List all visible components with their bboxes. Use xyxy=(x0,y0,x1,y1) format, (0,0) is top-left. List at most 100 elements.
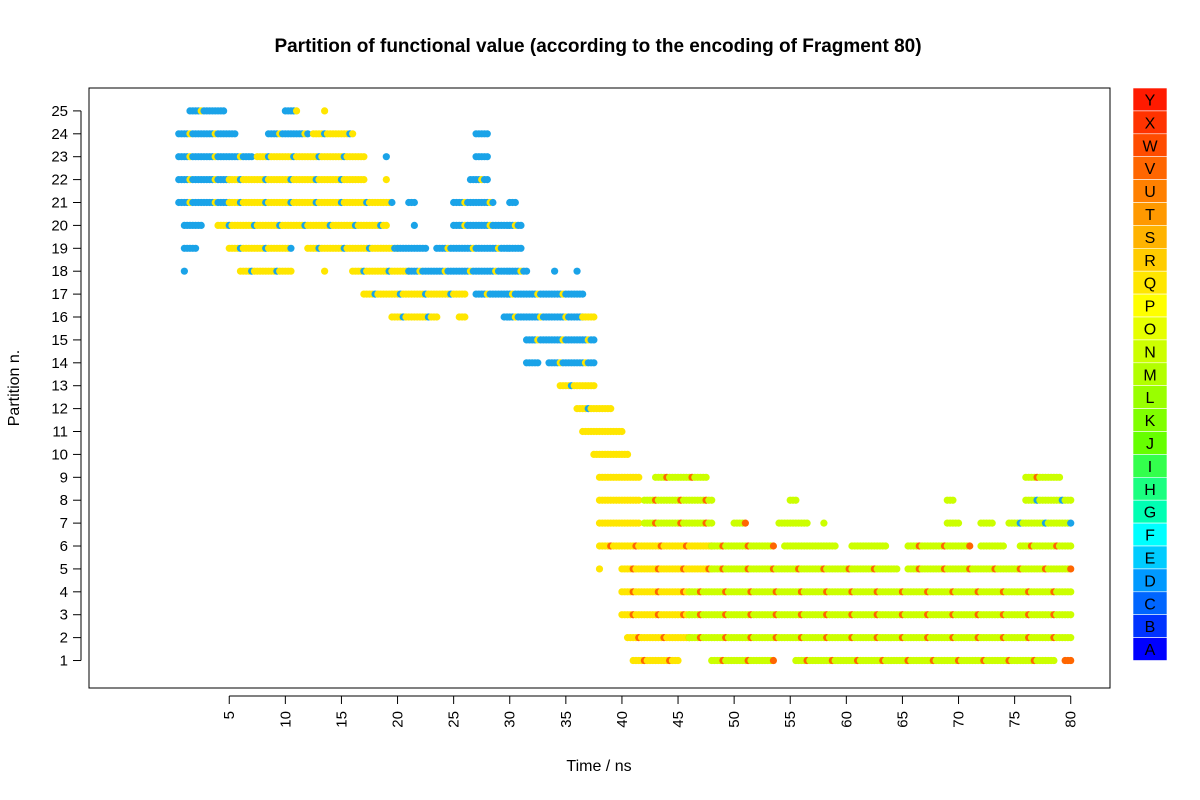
y-tick-label: 3 xyxy=(60,607,68,624)
legend-label: W xyxy=(1142,138,1158,155)
data-point xyxy=(590,336,598,344)
legend-label: N xyxy=(1144,344,1156,361)
data-point xyxy=(573,267,581,275)
data-point xyxy=(191,244,200,252)
y-tick-label: 8 xyxy=(60,492,68,509)
legend-label: D xyxy=(1144,573,1156,590)
y-tick-label: 10 xyxy=(51,446,68,463)
legend-label: B xyxy=(1145,619,1156,636)
data-point xyxy=(517,244,525,252)
x-tick-label: 80 xyxy=(1063,711,1080,728)
data-point xyxy=(741,519,749,527)
y-tick-label: 21 xyxy=(51,195,68,212)
data-point xyxy=(1067,588,1075,596)
data-point xyxy=(248,153,256,161)
data-point xyxy=(382,153,390,161)
data-point xyxy=(635,519,643,527)
data-point xyxy=(461,313,469,321)
x-tick-label: 65 xyxy=(894,711,911,728)
y-tick-label: 15 xyxy=(51,332,68,349)
data-point xyxy=(287,267,295,275)
data-point xyxy=(517,221,525,230)
data-point xyxy=(1067,634,1075,642)
data-point xyxy=(522,267,531,275)
data-point xyxy=(292,107,301,115)
y-tick-label: 11 xyxy=(52,424,68,441)
legend-label: Q xyxy=(1144,276,1156,293)
y-tick-label: 23 xyxy=(51,149,68,166)
data-point xyxy=(635,473,643,481)
data-point xyxy=(1055,473,1064,481)
data-point xyxy=(382,221,390,230)
data-point xyxy=(954,519,963,527)
data-point xyxy=(635,496,643,504)
data-point xyxy=(893,565,901,573)
x-tick-label: 10 xyxy=(277,711,294,728)
data-point xyxy=(511,198,519,207)
data-point xyxy=(483,176,491,184)
x-tick-label: 45 xyxy=(670,711,687,728)
data-point xyxy=(1067,611,1075,619)
y-tick-label: 19 xyxy=(51,240,68,257)
x-tick-label: 35 xyxy=(558,711,575,728)
x-tick-label: 60 xyxy=(838,711,855,728)
legend-label: L xyxy=(1146,390,1155,407)
data-point xyxy=(534,359,542,367)
data-point xyxy=(623,450,632,459)
data-point xyxy=(304,130,312,138)
data-point xyxy=(433,313,441,321)
legend-label: A xyxy=(1145,642,1156,659)
y-tick-label: 1 xyxy=(60,653,68,670)
y-tick-label: 16 xyxy=(51,309,68,326)
data-point xyxy=(461,290,469,298)
x-tick-label: 50 xyxy=(726,711,743,728)
data-point xyxy=(349,130,357,138)
data-point xyxy=(421,244,430,252)
x-axis: 5 10 15 20 25 30 35 40 45 50 55 60 65 70 75 80 xyxy=(221,695,1080,728)
data-point xyxy=(180,267,188,275)
data-point xyxy=(1067,496,1075,504)
data-point xyxy=(489,198,497,207)
x-tick-label: 55 xyxy=(782,711,799,728)
data-point xyxy=(382,176,390,184)
x-tick-label: 25 xyxy=(446,711,463,728)
legend-label: H xyxy=(1144,482,1156,499)
x-tick-label: 75 xyxy=(1007,711,1024,728)
legend-label: Y xyxy=(1145,92,1156,109)
legend-label: E xyxy=(1145,550,1156,567)
x-tick-label: 30 xyxy=(502,711,519,728)
legend-label: U xyxy=(1144,184,1156,201)
data-point xyxy=(410,221,418,230)
data-point xyxy=(1067,656,1075,665)
data-point xyxy=(410,198,418,207)
data-point xyxy=(579,290,587,298)
data-point xyxy=(831,542,839,550)
y-tick-label: 18 xyxy=(51,263,68,280)
y-tick-label: 9 xyxy=(60,469,68,486)
data-point xyxy=(595,565,604,573)
x-tick-label: 5 xyxy=(221,711,238,719)
legend-label: S xyxy=(1145,230,1156,247)
data-point xyxy=(966,542,974,550)
legend-label: G xyxy=(1144,505,1156,522)
legend-label: J xyxy=(1146,436,1154,453)
data-point xyxy=(360,153,368,161)
data-point xyxy=(988,519,996,527)
y-tick-label: 25 xyxy=(51,103,68,120)
legend-label: F xyxy=(1145,528,1155,545)
y-tick-label: 12 xyxy=(51,401,68,418)
data-point xyxy=(590,382,598,390)
y-tick-label: 2 xyxy=(60,630,68,647)
data-point xyxy=(388,198,396,207)
y-tick-label: 7 xyxy=(60,515,68,532)
x-tick-label: 70 xyxy=(951,711,968,728)
y-tick-label: 14 xyxy=(51,355,68,372)
y-axis: 1234567891011121314151617181920212223242… xyxy=(51,103,82,670)
data-point xyxy=(820,519,828,527)
data-point xyxy=(708,519,716,527)
legend-label: O xyxy=(1144,321,1156,338)
legend-swatch xyxy=(1132,637,1168,661)
